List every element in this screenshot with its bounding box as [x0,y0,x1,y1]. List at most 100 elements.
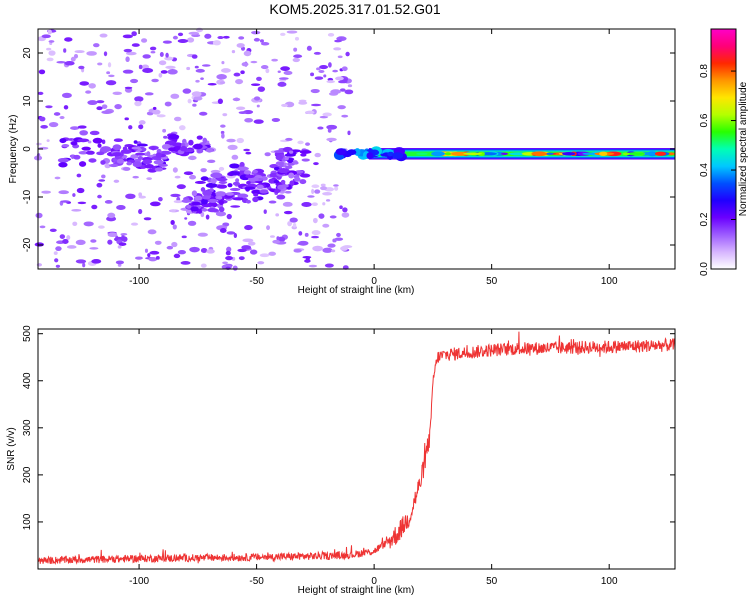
noise-blob [232,97,241,102]
noise-cluster-blob [256,184,264,189]
noise-cluster-blob [243,170,252,175]
noise-blob [226,246,232,253]
noise-blob [333,184,339,187]
noise-blob [322,247,333,253]
noise-blob [216,74,227,80]
noise-cluster-blob [206,147,213,153]
noise-cluster-blob [100,146,112,153]
noise-blob [107,62,112,68]
noise-blob [130,78,139,84]
noise-blob [72,193,76,197]
noise-cluster-blob [181,199,192,203]
noise-blob [329,215,337,219]
noise-blob [226,231,236,235]
signal-hotspot [545,152,554,155]
noise-blob [164,101,172,107]
noise-blob [334,186,339,191]
noise-blob [39,225,46,229]
noise-cluster-blob [237,166,249,171]
noise-cluster-blob [280,179,286,185]
noise-blob [268,251,277,256]
noise-cluster-blob [126,161,133,166]
noise-blob [35,142,42,146]
noise-cluster-blob [239,169,246,176]
noise-blob [97,62,103,66]
noise-blob [283,70,293,76]
x-tick-label: 100 [601,576,618,587]
heatmap-image [33,27,675,271]
noise-cluster-blob [295,170,304,174]
noise-blob [339,205,343,210]
noise-blob [341,66,348,72]
x-tick-label: -50 [249,576,264,587]
noise-blob [54,176,61,180]
noise-blob [328,62,332,68]
noise-blob [336,232,341,238]
noise-blob [131,43,140,47]
noise-blob [101,139,106,145]
noise-blob [41,190,52,194]
noise-blob [76,187,85,194]
noise-blob [250,60,258,64]
noise-blob [318,69,325,73]
noise-blob [141,38,148,43]
noise-blob [313,162,319,166]
noise-blob [282,201,293,207]
noise-blob [89,130,100,136]
noise-blob [77,125,87,129]
noise-cluster-blob [179,145,188,152]
noise-blob [260,65,269,70]
noise-blob [322,112,332,117]
noise-blob [311,230,321,236]
noise-blob [162,40,172,44]
noise-blob [199,111,208,116]
noise-blob [143,217,152,221]
noise-blob [147,253,151,258]
noise-cluster-blob [130,154,139,159]
noise-cluster-blob [244,186,256,190]
noise-blob [134,96,144,102]
noise-blob [124,86,133,90]
signal-hotspot [667,152,675,156]
signal-hotspot [431,151,445,157]
noise-blob [186,37,195,43]
y-tick-label: 300 [22,419,33,436]
noise-blob [326,80,335,84]
noise-cluster-blob [78,161,87,167]
noise-blob [38,69,46,75]
noise-blob [173,200,183,204]
noise-cluster-blob [153,159,164,165]
noise-blob [233,72,241,77]
noise-blob [118,242,127,246]
noise-blob [195,27,203,33]
noise-blob [150,51,156,54]
noise-blob [53,112,61,116]
noise-cluster-blob [207,208,219,213]
noise-cluster-blob [245,174,255,179]
noise-blob [113,236,125,242]
noise-cluster-blob [202,189,213,196]
noise-cluster-blob [58,162,68,168]
noise-blob [177,250,186,255]
signal-band-start [392,152,404,159]
noise-cluster-blob [163,135,168,139]
noise-blob [46,57,54,62]
spectrogram-x-label: Height of straight line (km) [298,285,415,296]
noise-blob [74,50,85,54]
noise-blob [108,74,115,78]
noise-blob [215,211,227,217]
noise-blob [149,250,160,255]
noise-blob [222,261,228,265]
noise-cluster-blob [208,198,218,203]
noise-blob [292,57,300,63]
noise-cluster-blob [227,183,233,188]
noise-blob [272,239,281,244]
noise-blob [335,76,344,81]
noise-blob [101,110,113,114]
noise-blob [219,81,226,85]
noise-blob [283,210,293,215]
noise-blob [48,121,59,128]
noise-blob [138,192,143,197]
noise-cluster-blob [186,204,192,209]
noise-blob [106,71,111,75]
